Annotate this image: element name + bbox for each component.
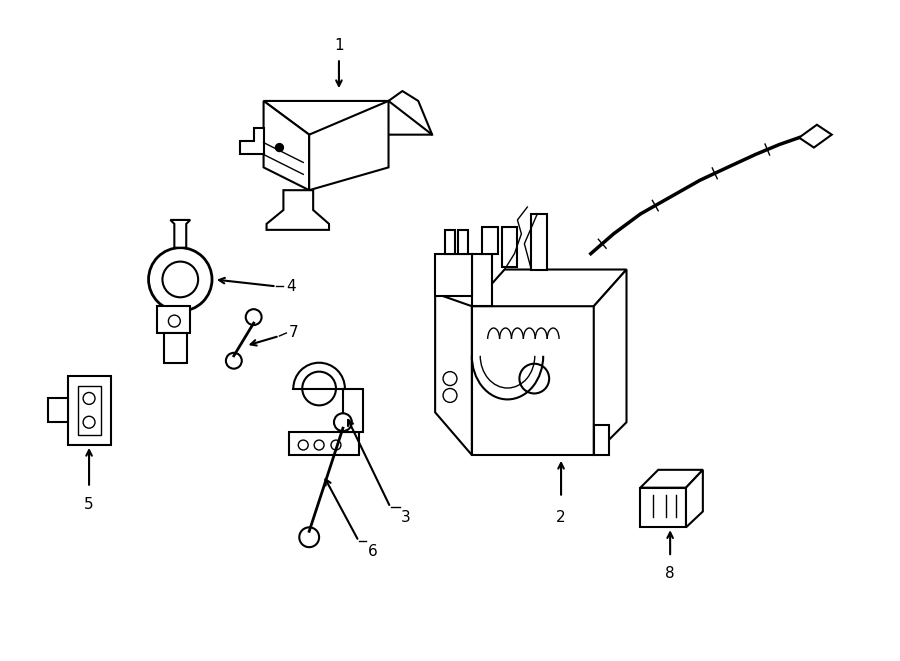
Polygon shape bbox=[482, 227, 498, 254]
Polygon shape bbox=[641, 488, 686, 527]
Polygon shape bbox=[472, 306, 594, 455]
Polygon shape bbox=[594, 425, 608, 455]
Polygon shape bbox=[435, 293, 472, 455]
Polygon shape bbox=[170, 220, 190, 248]
Circle shape bbox=[162, 262, 198, 297]
Polygon shape bbox=[165, 333, 187, 363]
Circle shape bbox=[226, 353, 242, 369]
Circle shape bbox=[83, 393, 95, 405]
Text: 8: 8 bbox=[665, 566, 675, 582]
Polygon shape bbox=[594, 270, 626, 455]
Text: 1: 1 bbox=[334, 38, 344, 53]
Polygon shape bbox=[472, 270, 626, 306]
Circle shape bbox=[83, 416, 95, 428]
Polygon shape bbox=[239, 128, 264, 155]
Circle shape bbox=[443, 371, 457, 385]
Polygon shape bbox=[310, 101, 389, 190]
Circle shape bbox=[168, 315, 180, 327]
Circle shape bbox=[300, 527, 319, 547]
Circle shape bbox=[331, 440, 341, 450]
Circle shape bbox=[519, 364, 549, 393]
Polygon shape bbox=[445, 230, 455, 254]
Polygon shape bbox=[264, 101, 432, 135]
Polygon shape bbox=[49, 399, 68, 422]
Polygon shape bbox=[343, 389, 363, 432]
Circle shape bbox=[275, 143, 284, 151]
Circle shape bbox=[443, 389, 457, 403]
Polygon shape bbox=[266, 190, 329, 230]
Polygon shape bbox=[264, 101, 310, 190]
Circle shape bbox=[298, 440, 308, 450]
Polygon shape bbox=[458, 230, 468, 254]
Text: 5: 5 bbox=[85, 497, 94, 512]
Text: 2: 2 bbox=[556, 510, 566, 525]
Polygon shape bbox=[501, 227, 518, 266]
Polygon shape bbox=[435, 254, 472, 296]
Polygon shape bbox=[158, 306, 190, 333]
Text: 3: 3 bbox=[400, 510, 410, 525]
Polygon shape bbox=[686, 470, 703, 527]
Circle shape bbox=[246, 309, 262, 325]
Circle shape bbox=[148, 248, 212, 311]
Circle shape bbox=[334, 413, 352, 431]
Circle shape bbox=[302, 371, 336, 405]
Polygon shape bbox=[78, 385, 101, 435]
Text: 6: 6 bbox=[368, 543, 377, 559]
Polygon shape bbox=[290, 432, 359, 455]
Polygon shape bbox=[531, 214, 547, 270]
Circle shape bbox=[314, 440, 324, 450]
Polygon shape bbox=[472, 254, 491, 306]
Text: 7: 7 bbox=[289, 325, 298, 340]
Polygon shape bbox=[641, 470, 703, 488]
Polygon shape bbox=[68, 375, 111, 445]
Polygon shape bbox=[799, 125, 832, 147]
Text: 4: 4 bbox=[286, 279, 296, 294]
